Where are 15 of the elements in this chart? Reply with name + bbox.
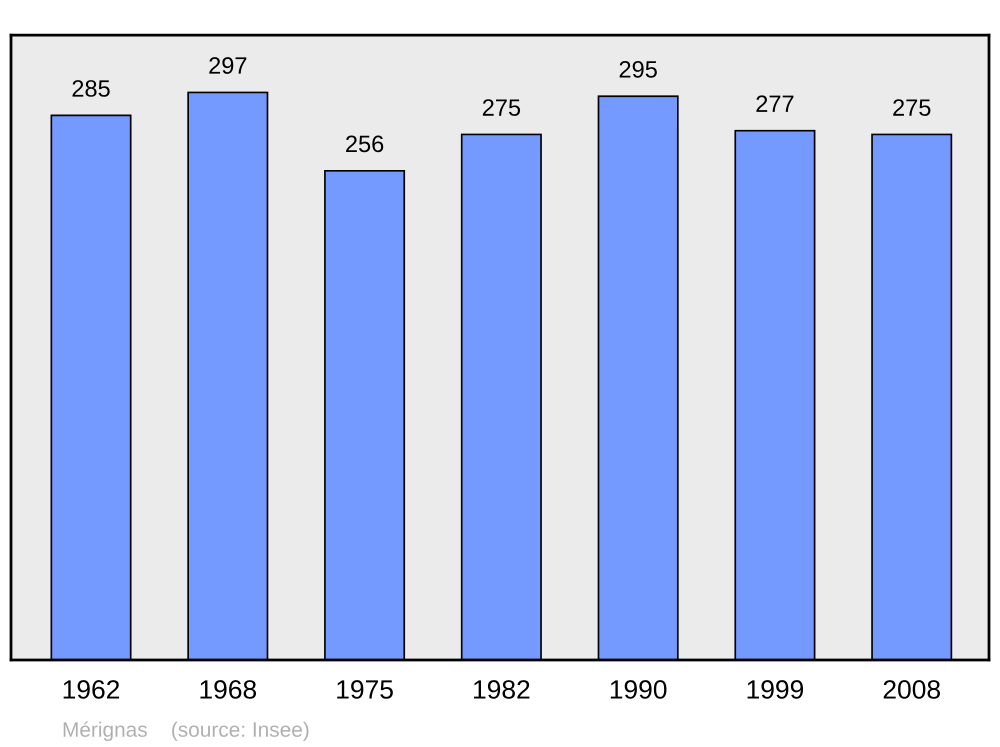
x-tick-label: 1975 — [337, 680, 393, 699]
data-label: 256 — [346, 136, 384, 152]
x-tick-label: 1999 — [748, 680, 804, 699]
data-label: 275 — [893, 99, 930, 116]
x-tick-label: 2008 — [884, 680, 940, 699]
x-tick-label: 1982 — [474, 680, 530, 699]
text: Mérignas (source: Insee) — [64, 721, 308, 742]
data-label: 295 — [620, 60, 657, 78]
data-label: 277 — [756, 95, 794, 112]
x-tick-label: 1990 — [610, 680, 666, 699]
x-tick-label: 1962 — [64, 680, 120, 699]
data-label: 297 — [209, 57, 246, 74]
x-tick-label: 1968 — [200, 680, 256, 699]
data-label: 285 — [72, 80, 110, 97]
data-label: 275 — [482, 99, 520, 116]
